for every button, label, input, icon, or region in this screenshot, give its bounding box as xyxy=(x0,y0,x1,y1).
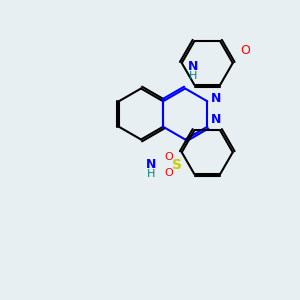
Text: N: N xyxy=(188,60,198,73)
Text: N: N xyxy=(146,158,156,172)
Text: N: N xyxy=(211,112,221,126)
Text: H: H xyxy=(147,169,155,179)
Text: O: O xyxy=(165,152,173,162)
Text: H: H xyxy=(189,71,197,81)
Text: O: O xyxy=(241,44,250,57)
Text: S: S xyxy=(172,158,182,172)
Text: N: N xyxy=(211,92,221,105)
Text: O: O xyxy=(165,168,173,178)
